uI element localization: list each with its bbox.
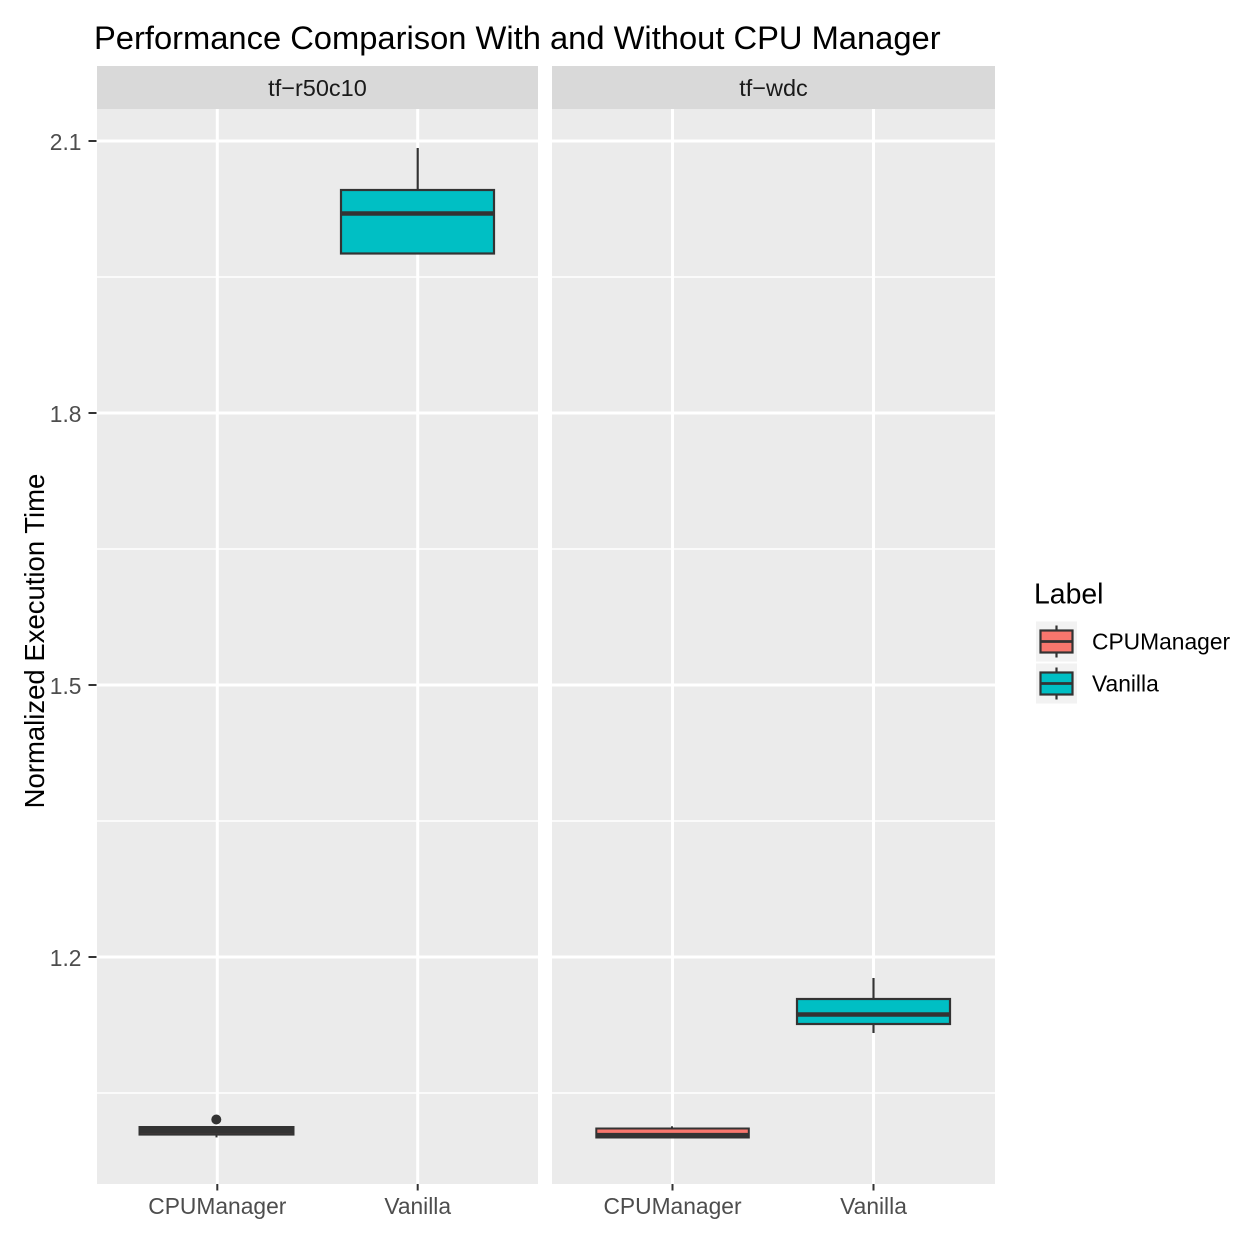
svg-text:Label: Label: [1034, 579, 1103, 611]
svg-text:CPUManager: CPUManager: [1092, 629, 1231, 655]
svg-text:Normalized Execution Time: Normalized Execution Time: [19, 474, 50, 809]
svg-text:1.2: 1.2: [50, 945, 82, 971]
svg-text:CPUManager: CPUManager: [603, 1193, 742, 1219]
svg-text:CPUManager: CPUManager: [148, 1193, 287, 1219]
svg-text:Performance Comparison With an: Performance Comparison With and Without …: [94, 19, 941, 56]
svg-text:tf−r50c10: tf−r50c10: [268, 75, 367, 101]
svg-text:Vanilla: Vanilla: [840, 1193, 907, 1219]
svg-text:Vanilla: Vanilla: [1092, 671, 1159, 697]
svg-text:Vanilla: Vanilla: [384, 1193, 451, 1219]
svg-text:2.1: 2.1: [50, 129, 82, 155]
svg-text:1.8: 1.8: [50, 401, 82, 427]
svg-text:1.5: 1.5: [50, 673, 82, 699]
svg-text:tf−wdc: tf−wdc: [739, 75, 808, 101]
